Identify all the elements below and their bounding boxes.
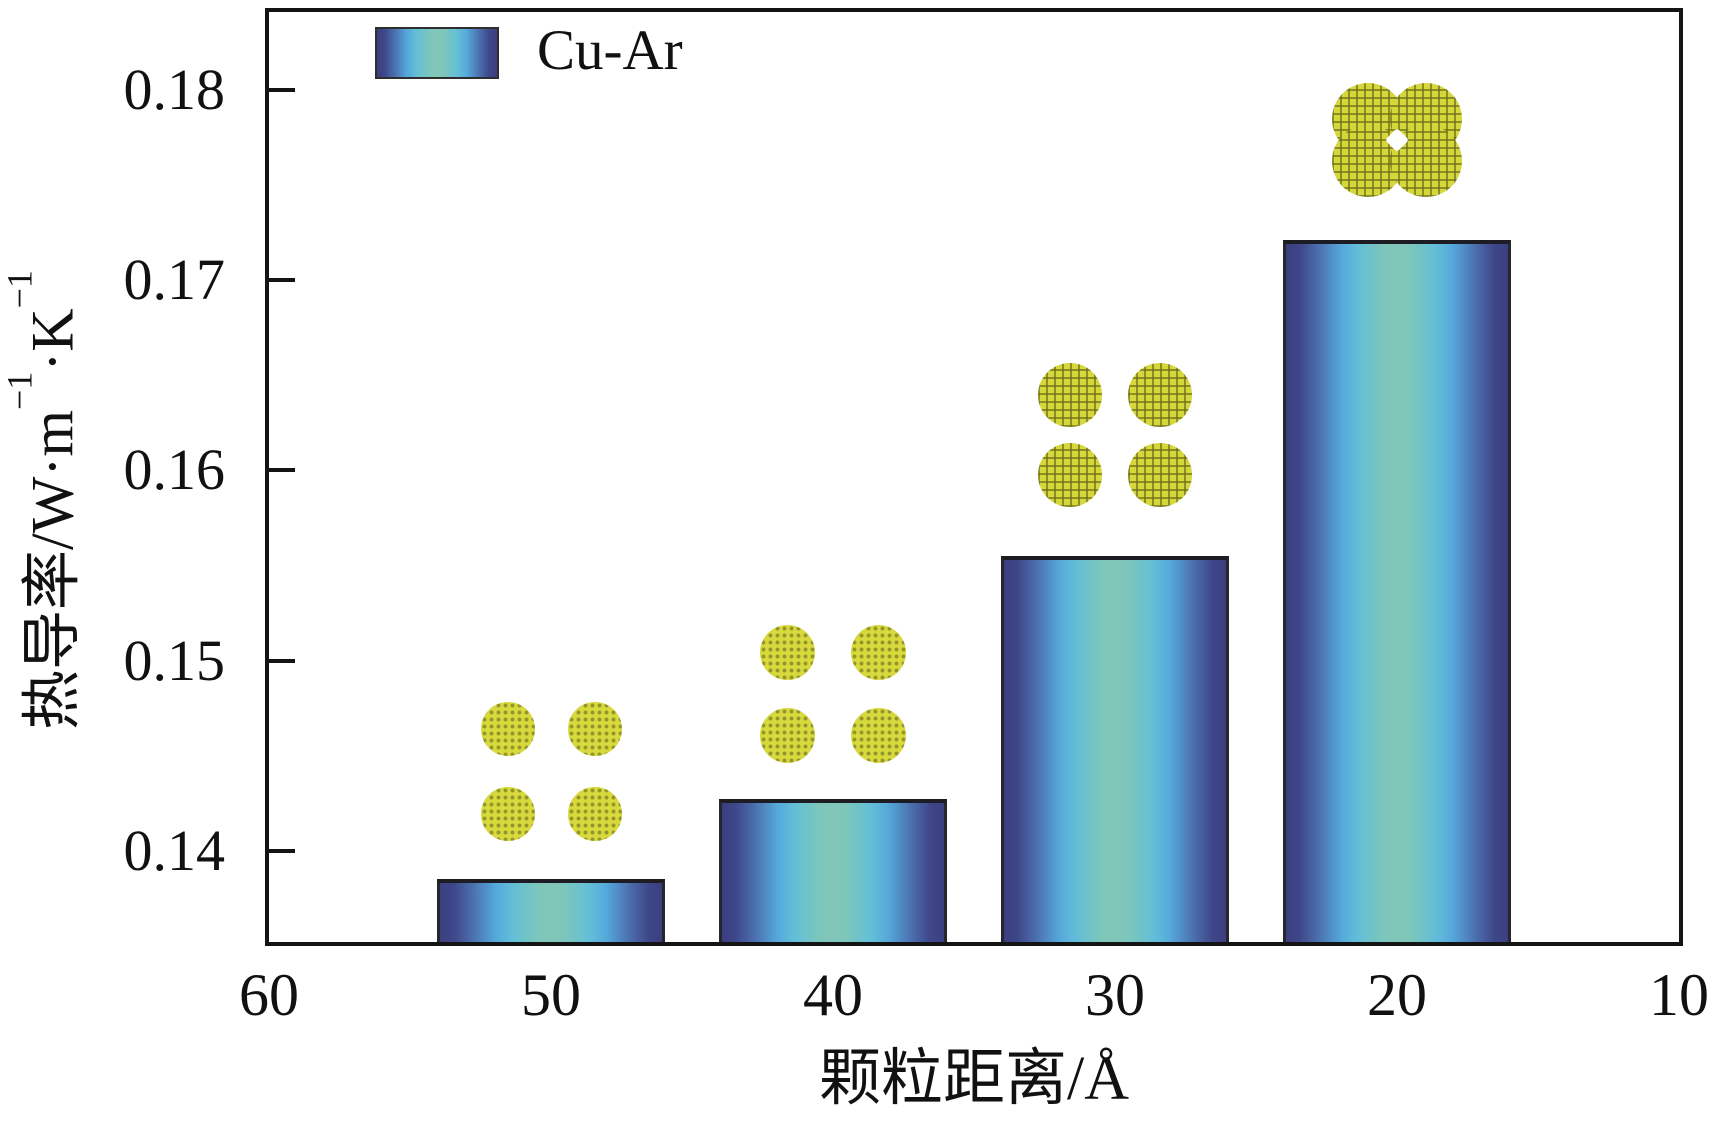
particle-cluster-40 (760, 625, 906, 763)
particle-icon (567, 701, 622, 756)
y-tick-label-0.17: 0.17 (123, 247, 226, 313)
particle-icon (1038, 363, 1102, 427)
legend-label: Cu-Ar (537, 19, 683, 82)
y-axis-title-mid: ·K (19, 308, 86, 372)
legend-swatch (375, 26, 499, 79)
particle-icon (1038, 443, 1102, 507)
particle-icon (760, 708, 815, 763)
particle-icon (760, 625, 815, 680)
particle-cluster-20 (1332, 83, 1462, 197)
x-tick-label-60: 60 (239, 962, 299, 1028)
particle-icon (851, 625, 906, 680)
y-tick-label-0.16: 0.16 (123, 437, 226, 503)
y-tick-0.17 (269, 278, 295, 283)
x-axis-title: 颗粒距离/Å (818, 1045, 1130, 1113)
bar-30 (1001, 555, 1229, 942)
y-tick-0.14 (269, 848, 295, 853)
particle-icon (1128, 363, 1192, 427)
particle-icon (480, 786, 535, 841)
y-tick-0.15 (269, 658, 295, 663)
bar-40 (719, 799, 947, 942)
plot-area: Cu-Ar (265, 8, 1683, 946)
particle-icon (851, 708, 906, 763)
x-tick-label-40: 40 (803, 962, 863, 1028)
y-tick-label-0.18: 0.18 (123, 56, 226, 122)
x-tick-label-30: 30 (1085, 962, 1145, 1028)
x-tick-label-20: 20 (1367, 962, 1427, 1028)
particle-icon (480, 701, 535, 756)
particle-icon (1128, 443, 1192, 507)
y-axis-title-sup1: −1 (0, 371, 40, 410)
bar-50 (437, 879, 665, 942)
y-axis-title-sup2: −1 (0, 270, 40, 309)
y-tick-0.16 (269, 468, 295, 473)
x-tick-label-50: 50 (521, 962, 581, 1028)
particle-icon (567, 786, 622, 841)
x-tick-label-10: 10 (1649, 962, 1709, 1028)
y-tick-0.18 (269, 87, 295, 92)
y-tick-label-0.15: 0.15 (123, 627, 226, 693)
bar-20 (1283, 240, 1511, 942)
particle-cluster-50 (480, 701, 622, 841)
particle-cluster-30 (1038, 363, 1192, 507)
legend: Cu-Ar (375, 22, 683, 83)
y-tick-label-0.14: 0.14 (123, 817, 226, 883)
